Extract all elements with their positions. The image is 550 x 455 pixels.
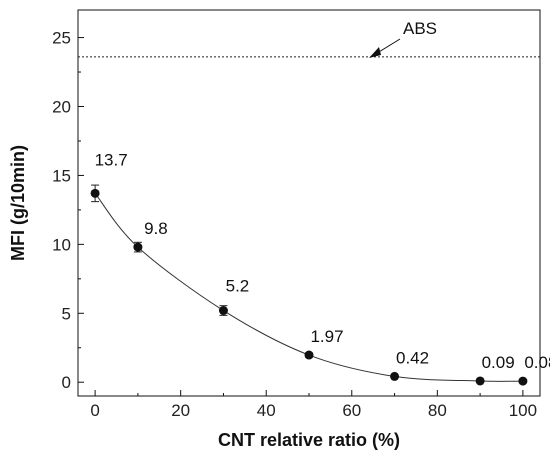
x-axis-title: CNT relative ratio (%) xyxy=(218,430,400,450)
y-tick-label: 20 xyxy=(52,98,71,117)
y-axis-title: MFI (g/10min) xyxy=(8,145,28,261)
y-axis-ticks: 0 5 10 15 20 25 xyxy=(52,29,84,392)
y-tick-label: 0 xyxy=(62,373,71,392)
x-tick-label: 40 xyxy=(257,401,276,420)
data-label: 13.7 xyxy=(95,150,128,169)
data-point xyxy=(218,306,228,316)
data-points xyxy=(90,188,528,386)
x-tick-label: 80 xyxy=(428,401,447,420)
x-tick-label: 20 xyxy=(171,401,190,420)
abs-arrowhead xyxy=(369,47,381,58)
data-label: 1.97 xyxy=(310,327,343,346)
data-point xyxy=(390,371,400,381)
data-label: 0.09 xyxy=(482,353,515,372)
x-tick-label: 60 xyxy=(342,401,361,420)
data-point xyxy=(475,376,485,386)
plot-frame xyxy=(77,9,541,397)
y-tick-label: 15 xyxy=(52,166,71,185)
data-labels: 13.7 9.8 5.2 1.97 0.42 0.09 0.08 xyxy=(95,150,550,372)
x-tick-label: 100 xyxy=(509,401,537,420)
x-tick-label: 0 xyxy=(90,401,99,420)
data-point xyxy=(518,376,528,386)
x-axis-ticks: 0 20 40 60 80 100 xyxy=(90,390,537,420)
data-label: 0.08 xyxy=(524,353,550,372)
data-label: 0.42 xyxy=(396,348,429,367)
data-point xyxy=(90,188,100,198)
abs-label: ABS xyxy=(403,19,437,38)
y-tick-label: 5 xyxy=(62,304,71,323)
data-label: 5.2 xyxy=(226,277,250,296)
y-tick-label: 25 xyxy=(52,29,71,48)
data-label: 9.8 xyxy=(144,219,168,238)
data-point xyxy=(133,242,143,252)
data-point xyxy=(304,350,314,360)
y-tick-label: 10 xyxy=(52,235,71,254)
